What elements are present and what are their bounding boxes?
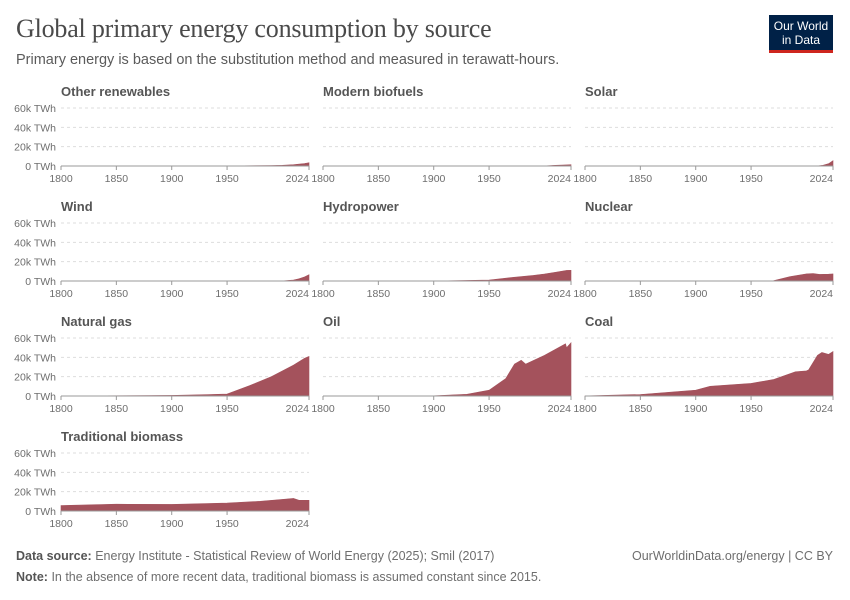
owid-logo[interactable]: Our World in Data [769,15,833,53]
panel-title: Solar [585,84,618,99]
x-tick-label: 1800 [311,403,335,415]
x-tick-label: 1800 [573,403,597,415]
x-tick-label: 1850 [105,173,129,185]
y-tick-label: 40k TWh [14,237,56,249]
y-tick-label: 0 TWh [25,391,56,403]
y-tick-label: 0 TWh [25,161,56,173]
x-tick-label: 1900 [684,403,708,415]
panel-title: Other renewables [61,84,170,99]
x-tick-label: 1900 [684,288,708,300]
x-tick-label: 1850 [367,288,391,300]
x-tick-label: 1800 [49,173,73,185]
x-tick-label: 1900 [160,173,184,185]
x-tick-label: 1900 [422,403,446,415]
x-tick-label: 2024 [548,288,572,300]
chart-subtitle: Primary energy is based on the substitut… [16,52,560,68]
x-tick-label: 2024 [286,288,310,300]
note: Note: In the absence of more recent data… [16,570,541,584]
x-tick-label: 1900 [422,173,446,185]
y-tick-label: 20k TWh [14,372,56,384]
x-tick-label: 1950 [477,173,501,185]
panel-title: Natural gas [61,314,132,329]
x-tick-label: 1800 [573,173,597,185]
x-tick-label: 1900 [422,288,446,300]
x-tick-label: 1850 [629,403,653,415]
x-tick-label: 1850 [629,173,653,185]
area-nuclear [585,273,834,282]
y-tick-label: 40k TWh [14,122,56,134]
panel-title: Modern biofuels [323,84,423,99]
panel-title: Coal [585,314,613,329]
x-tick-label: 1850 [367,403,391,415]
x-tick-label: 2024 [286,173,310,185]
x-tick-label: 1850 [105,403,129,415]
source-text[interactable]: Energy Institute - Statistical Review of… [95,549,495,563]
x-tick-label: 1900 [684,173,708,185]
panel-title: Hydropower [323,199,399,214]
x-tick-label: 1800 [49,288,73,300]
x-tick-label: 1900 [160,403,184,415]
x-tick-label: 1900 [160,288,184,300]
area-traditional-biomass [60,498,310,512]
area-solar [584,160,834,167]
x-tick-label: 1800 [49,403,73,415]
source-label: Data source: [16,549,92,563]
area-oil [322,342,572,397]
x-tick-label: 1900 [160,518,184,530]
y-tick-label: 20k TWh [14,487,56,499]
x-tick-label: 1850 [105,518,129,530]
area-coal [584,350,834,397]
x-tick-label: 1950 [215,518,239,530]
x-tick-label: 1850 [105,288,129,300]
area-wind [60,274,310,282]
note-label: Note: [16,570,48,584]
x-tick-label: 1950 [477,403,501,415]
x-tick-label: 1950 [739,288,763,300]
x-tick-label: 2024 [286,518,310,530]
y-tick-label: 0 TWh [25,506,56,518]
panel-title: Traditional biomass [61,429,183,444]
x-tick-label: 2024 [548,403,572,415]
chart-title: Global primary energy consumption by sou… [16,14,492,43]
y-tick-label: 40k TWh [14,352,56,364]
x-tick-label: 2024 [810,288,834,300]
y-tick-label: 20k TWh [14,257,56,269]
panel-title: Oil [323,314,340,329]
x-tick-label: 1850 [629,288,653,300]
y-tick-label: 60k TWh [14,448,56,460]
x-tick-label: 2024 [286,403,310,415]
y-tick-label: 60k TWh [14,103,56,115]
x-tick-label: 1950 [215,173,239,185]
y-tick-label: 20k TWh [14,142,56,154]
x-tick-label: 2024 [810,403,834,415]
y-tick-label: 40k TWh [14,467,56,479]
x-tick-label: 1800 [311,173,335,185]
panel-title: Nuclear [585,199,633,214]
x-tick-label: 1950 [739,403,763,415]
area-hydropower [323,269,572,282]
x-tick-label: 2024 [548,173,572,185]
data-source: Data source: Energy Institute - Statisti… [16,549,494,563]
x-tick-label: 1800 [573,288,597,300]
credit-link[interactable]: OurWorldinData.org/energy | CC BY [631,549,833,563]
x-tick-label: 1800 [311,288,335,300]
x-tick-label: 1950 [215,288,239,300]
panel-title: Wind [61,199,93,214]
x-tick-label: 1950 [739,173,763,185]
y-tick-label: 60k TWh [14,333,56,345]
y-tick-label: 60k TWh [14,218,56,230]
x-tick-label: 2024 [810,173,834,185]
x-tick-label: 1950 [477,288,501,300]
x-tick-label: 1850 [367,173,391,185]
area-natural-gas [60,355,310,397]
x-tick-label: 1800 [49,518,73,530]
x-tick-label: 1950 [215,403,239,415]
y-tick-label: 0 TWh [25,276,56,288]
note-text: In the absence of more recent data, trad… [51,570,542,584]
